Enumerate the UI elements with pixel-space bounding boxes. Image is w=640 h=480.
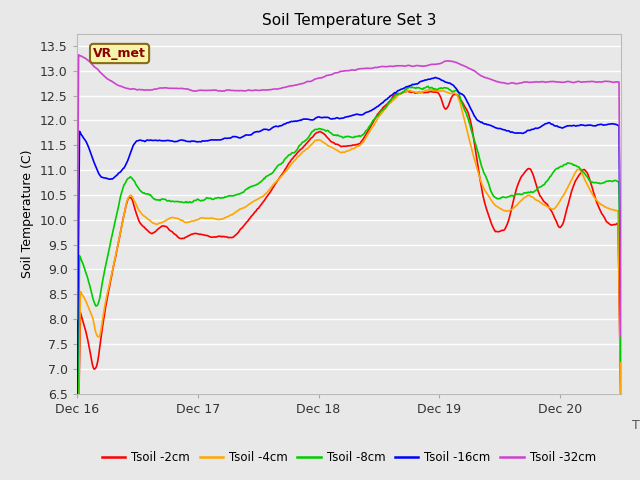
Y-axis label: Soil Temperature (C): Soil Temperature (C) <box>21 149 35 278</box>
Legend: Tsoil -2cm, Tsoil -4cm, Tsoil -8cm, Tsoil -16cm, Tsoil -32cm: Tsoil -2cm, Tsoil -4cm, Tsoil -8cm, Tsoi… <box>97 446 600 469</box>
Text: VR_met: VR_met <box>93 47 146 60</box>
Text: Time: Time <box>632 419 640 432</box>
Title: Soil Temperature Set 3: Soil Temperature Set 3 <box>262 13 436 28</box>
